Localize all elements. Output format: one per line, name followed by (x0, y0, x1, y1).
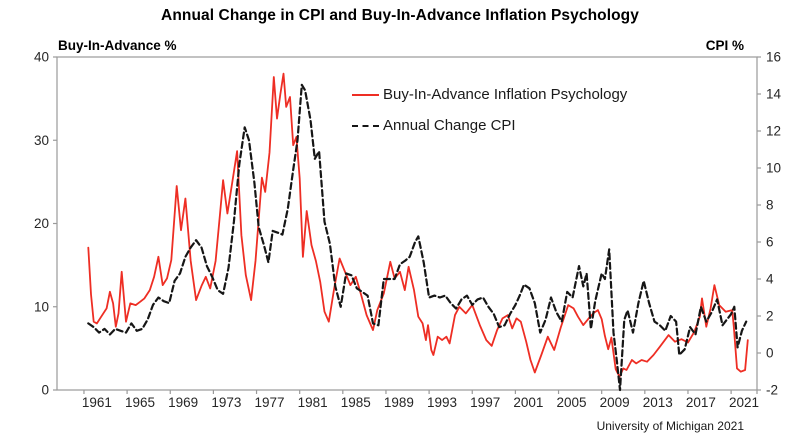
left-axis-tick-label: 0 (41, 383, 49, 398)
series-line-cpi (87, 83, 748, 392)
right-axis-title: CPI % (705, 38, 744, 53)
x-axis-tick-label: 1981 (298, 395, 328, 410)
series-line-buy-in-advance (87, 72, 749, 378)
chart-title: Annual Change in CPI and Buy-In-Advance … (161, 7, 639, 24)
right-axis-tick-label: 14 (766, 87, 782, 102)
x-axis-tick-label: 1997 (470, 395, 500, 410)
source-credit: University of Michigan 2021 (596, 419, 744, 433)
right-axis-tick-label: 0 (766, 346, 774, 361)
right-axis-tick-label: 12 (766, 124, 781, 139)
right-axis-tick-label: 2 (766, 309, 774, 324)
x-axis-tick-label: 2021 (729, 395, 759, 410)
x-axis-tick-label: 2013 (643, 395, 673, 410)
x-axis-tick-label: 1973 (211, 395, 241, 410)
legend-label-buy-in-advance: Buy-In-Advance Inflation Psychology (383, 86, 628, 103)
x-axis-tick-label: 2005 (556, 395, 586, 410)
x-axis-tick-label: 1985 (341, 395, 371, 410)
right-axis-tick-label: 8 (766, 198, 774, 213)
red-solid-line-swatch (352, 93, 379, 96)
left-axis-title: Buy-In-Advance % (58, 38, 177, 53)
x-axis-tick-label: 2009 (600, 395, 630, 410)
right-axis-tick-label: 4 (766, 272, 774, 287)
x-axis-tick-label: 1965 (125, 395, 155, 410)
legend-item-cpi: Annual Change CPI (352, 110, 627, 141)
legend-item-buy-in-advance: Buy-In-Advance Inflation Psychology (352, 79, 627, 110)
legend-label-cpi: Annual Change CPI (383, 117, 516, 134)
x-axis-tick-label: 1993 (427, 395, 457, 410)
x-axis-tick-label: 1961 (82, 395, 112, 410)
x-axis-tick-label: 1977 (254, 395, 284, 410)
x-axis-tick-label: 2017 (686, 395, 716, 410)
left-axis-tick-label: 10 (34, 299, 49, 314)
x-axis-tick-label: 1969 (168, 395, 198, 410)
right-axis-tick-label: -2 (766, 383, 778, 398)
left-axis-tick-label: 30 (34, 133, 49, 148)
black-dashed-line-swatch (352, 124, 379, 127)
x-axis-tick-label: 1989 (384, 395, 414, 410)
legend: Buy-In-Advance Inflation Psychology Annu… (352, 79, 627, 141)
right-axis-tick-label: 10 (766, 161, 781, 176)
left-axis-tick-label: 20 (34, 216, 49, 231)
left-axis-tick-label: 40 (34, 50, 49, 65)
x-axis-tick-label: 2001 (513, 395, 543, 410)
right-axis-tick-label: 16 (766, 50, 781, 65)
right-axis-tick-label: 6 (766, 235, 774, 250)
